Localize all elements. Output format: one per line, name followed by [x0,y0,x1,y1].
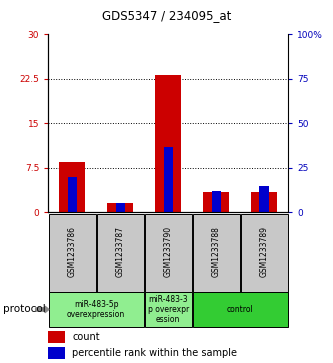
Bar [107,203,134,212]
Text: GSM1233786: GSM1233786 [68,226,77,277]
Bar [192,292,288,327]
Text: protocol: protocol [3,305,46,314]
Text: GSM1233787: GSM1233787 [116,226,125,277]
Bar [49,292,144,327]
Text: GSM1233789: GSM1233789 [259,226,269,277]
Text: GSM1233788: GSM1233788 [211,226,221,277]
Bar [251,192,277,212]
Bar [116,203,125,212]
Bar [259,185,269,212]
Bar [240,214,288,292]
Bar [203,192,229,212]
Bar [49,214,96,292]
Text: miR-483-3
p overexpr
ession: miR-483-3 p overexpr ession [148,294,189,325]
Bar [48,347,65,359]
Bar [59,162,86,212]
Text: count: count [72,332,100,342]
Text: miR-483-5p
overexpression: miR-483-5p overexpression [67,300,125,319]
Text: GSM1233790: GSM1233790 [164,226,173,277]
Bar [155,75,181,212]
Text: percentile rank within the sample: percentile rank within the sample [72,348,237,358]
Bar [48,331,65,343]
Bar [68,177,77,212]
Bar [164,147,173,212]
Text: control: control [227,305,253,314]
Text: GDS5347 / 234095_at: GDS5347 / 234095_at [102,9,231,22]
Bar [192,214,240,292]
Bar [145,292,192,327]
Bar [97,214,144,292]
Bar [145,214,192,292]
Bar [211,191,221,212]
